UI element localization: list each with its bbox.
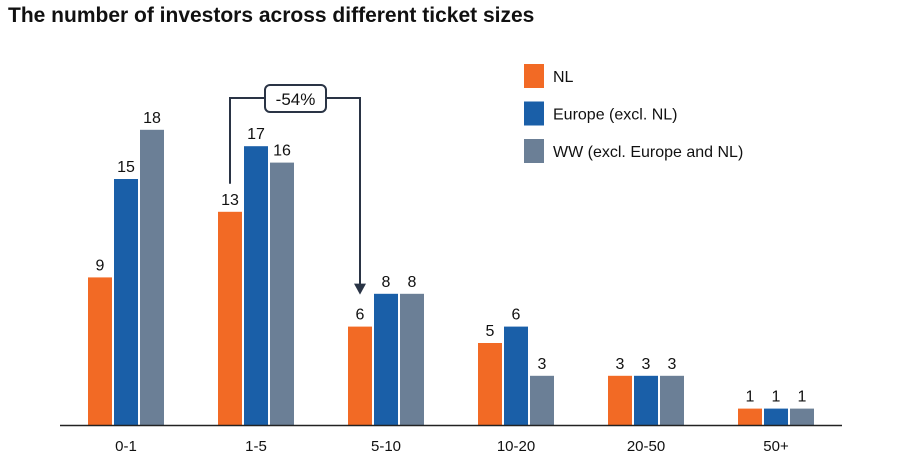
x-tick-label: 20-50 xyxy=(627,438,665,455)
legend-label: WW (excl. Europe and NL) xyxy=(553,144,743,161)
bar-5-10-1 xyxy=(374,293,398,425)
bar-5-10-2 xyxy=(400,293,424,425)
bar-50+-1 xyxy=(764,408,788,425)
bar-20-50-0 xyxy=(608,375,632,425)
bar-0-1-2 xyxy=(140,129,164,426)
data-label: 1 xyxy=(746,389,755,406)
data-label: 5 xyxy=(486,323,495,340)
x-tick-label: 5-10 xyxy=(371,438,401,455)
data-label: 18 xyxy=(143,110,161,127)
data-label: 6 xyxy=(512,307,521,324)
bar-0-1-1 xyxy=(114,179,138,425)
legend-swatch xyxy=(524,139,544,163)
bar-10-20-1 xyxy=(504,326,528,425)
data-label: 8 xyxy=(408,274,417,291)
x-tick-label: 0-1 xyxy=(115,438,137,455)
arrow-down-icon xyxy=(354,283,366,295)
data-label: 1 xyxy=(772,389,781,406)
bar-50+-0 xyxy=(738,408,762,425)
data-label: 3 xyxy=(616,356,625,373)
x-tick-label: 1-5 xyxy=(245,438,267,455)
data-label: 17 xyxy=(247,126,265,143)
bar-20-50-1 xyxy=(634,375,658,425)
annotation-label: -54% xyxy=(276,90,316,109)
data-label: 13 xyxy=(221,192,239,209)
x-tick-label: 50+ xyxy=(763,438,789,455)
data-label: 1 xyxy=(798,389,807,406)
bar-5-10-0 xyxy=(348,326,372,425)
legend-label: Europe (excl. NL) xyxy=(553,107,678,124)
annotation-box xyxy=(264,84,327,113)
data-label: 9 xyxy=(96,257,105,274)
legend-swatch xyxy=(524,101,544,126)
data-label: 3 xyxy=(538,356,547,373)
data-label: 3 xyxy=(668,356,677,373)
data-label: 15 xyxy=(117,159,135,176)
data-label: 3 xyxy=(642,356,651,373)
data-label: 8 xyxy=(382,274,391,291)
data-label: 6 xyxy=(356,307,365,324)
bar-50+-2 xyxy=(790,408,814,425)
bar-1-5-1 xyxy=(244,146,268,425)
x-tick-label: 10-20 xyxy=(497,438,535,455)
bar-0-1-0 xyxy=(88,277,112,425)
bar-10-20-0 xyxy=(478,343,502,425)
bar-10-20-2 xyxy=(530,375,554,425)
bar-1-5-0 xyxy=(218,211,242,425)
legend-label: NL xyxy=(553,69,574,86)
bar-20-50-2 xyxy=(660,375,684,425)
data-label: 16 xyxy=(273,143,291,160)
bar-1-5-2 xyxy=(270,162,294,425)
legend-swatch xyxy=(524,64,544,88)
chart-title: The number of investors across different… xyxy=(8,4,535,27)
